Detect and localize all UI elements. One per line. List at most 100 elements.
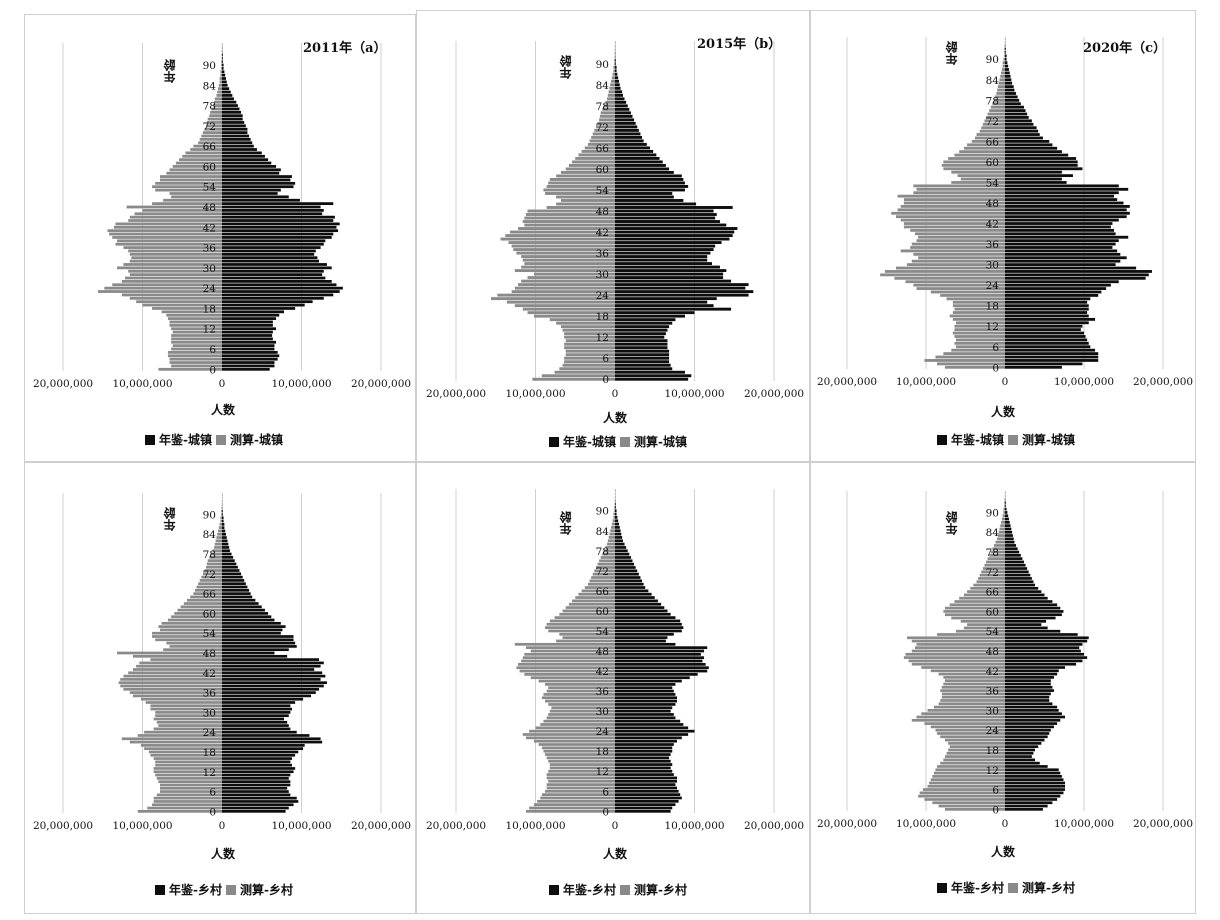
age-tick-label: 48 bbox=[986, 646, 999, 658]
bar-estimate bbox=[167, 618, 222, 622]
bar-yearbook bbox=[1005, 745, 1039, 749]
bar-estimate bbox=[911, 662, 1005, 666]
bar-estimate bbox=[219, 80, 222, 84]
bar-yearbook bbox=[222, 579, 245, 582]
x-tick-label: 10,000,000 bbox=[1054, 818, 1114, 830]
bar-estimate bbox=[927, 709, 1005, 712]
bar-yearbook bbox=[615, 114, 633, 118]
bar-yearbook bbox=[222, 307, 296, 310]
bar-estimate bbox=[155, 638, 222, 642]
bar-yearbook bbox=[615, 206, 733, 209]
bar-yearbook bbox=[222, 107, 240, 111]
bar-estimate bbox=[109, 232, 222, 236]
bar-estimate bbox=[932, 801, 1005, 805]
bar-yearbook bbox=[222, 714, 289, 718]
age-tick-label: 84 bbox=[203, 529, 217, 541]
y-axis-label: 年龄 bbox=[559, 511, 573, 535]
bar-yearbook bbox=[222, 621, 281, 625]
legend: 年鉴-城镇 测算-城镇 bbox=[145, 431, 283, 448]
bar-estimate bbox=[152, 185, 222, 189]
bar-estimate bbox=[941, 692, 1005, 696]
chart-svg: 0 6 12 18 24 30 36 42 48 54 60 66 72 78 84 90 20,000,000… bbox=[426, 41, 804, 400]
bar-estimate bbox=[125, 276, 222, 280]
bar-estimate bbox=[521, 279, 615, 283]
bar-estimate bbox=[603, 549, 615, 553]
bar-estimate bbox=[545, 192, 615, 195]
bar-yearbook bbox=[1005, 174, 1073, 178]
bar-estimate bbox=[537, 799, 615, 803]
bar-estimate bbox=[924, 798, 1005, 801]
bar-yearbook bbox=[615, 769, 673, 773]
bar-yearbook bbox=[615, 576, 641, 579]
bar-estimate bbox=[614, 58, 615, 62]
bar-estimate bbox=[175, 161, 222, 165]
bar-yearbook bbox=[1005, 194, 1115, 198]
bar-estimate bbox=[505, 234, 615, 237]
bar-yearbook bbox=[1005, 639, 1088, 643]
age-tick-label: 90 bbox=[203, 509, 216, 521]
bar-yearbook bbox=[1005, 646, 1080, 650]
bar-yearbook bbox=[1005, 685, 1053, 689]
bar-yearbook bbox=[1005, 157, 1077, 160]
bar-yearbook bbox=[615, 367, 673, 371]
age-tick-label: 6 bbox=[992, 785, 999, 797]
chart-panel-2011-urban: 0 6 12 18 24 30 36 42 48 54 60 66 72 78 84 90 20,000,000… bbox=[24, 14, 416, 462]
bar-yearbook bbox=[1005, 537, 1014, 541]
bar-estimate bbox=[600, 556, 615, 559]
bar-yearbook bbox=[1005, 699, 1050, 702]
legend: 年鉴-乡村 测算-乡村 bbox=[155, 881, 293, 898]
bar-yearbook bbox=[1005, 682, 1051, 686]
bar-yearbook bbox=[222, 569, 240, 572]
bar-yearbook bbox=[222, 198, 300, 202]
bar-yearbook bbox=[1005, 92, 1017, 95]
bar-yearbook bbox=[615, 699, 678, 703]
bar-estimate bbox=[905, 652, 1005, 656]
bar-estimate bbox=[129, 259, 222, 263]
bar-estimate bbox=[112, 236, 222, 239]
y-axis-label: 年龄 bbox=[163, 59, 177, 83]
bar-estimate bbox=[218, 529, 222, 533]
bar-estimate bbox=[951, 348, 1005, 352]
bar-yearbook bbox=[222, 195, 289, 199]
bar-yearbook bbox=[1005, 643, 1083, 646]
bar-yearbook bbox=[615, 304, 714, 308]
bar-estimate bbox=[954, 153, 1005, 157]
bar-estimate bbox=[199, 137, 222, 141]
bar-yearbook bbox=[222, 131, 248, 134]
bar-estimate bbox=[979, 129, 1005, 133]
bar-estimate bbox=[159, 178, 222, 182]
bar-estimate bbox=[171, 195, 222, 199]
bar-yearbook bbox=[615, 809, 671, 813]
age-tick-label: 90 bbox=[203, 60, 216, 72]
bar-yearbook bbox=[222, 303, 305, 307]
age-tick-label: 84 bbox=[986, 527, 1000, 539]
bar-estimate bbox=[153, 767, 222, 770]
bar-yearbook bbox=[1005, 355, 1099, 359]
age-tick-label: 90 bbox=[596, 506, 609, 518]
bar-estimate bbox=[525, 646, 615, 650]
bar-estimate bbox=[177, 608, 222, 612]
bar-estimate bbox=[587, 582, 615, 586]
legend-swatch-estimate bbox=[1007, 882, 1018, 893]
bar-estimate bbox=[990, 550, 1005, 554]
bar-estimate bbox=[916, 643, 1005, 646]
bar-estimate bbox=[954, 328, 1005, 332]
bar-yearbook bbox=[615, 297, 717, 301]
bar-yearbook bbox=[222, 185, 294, 189]
bar-estimate bbox=[527, 209, 615, 213]
bar-yearbook bbox=[1005, 768, 1059, 772]
bar-yearbook bbox=[1005, 287, 1107, 290]
bar-yearbook bbox=[222, 625, 286, 628]
bar-yearbook bbox=[1005, 573, 1031, 577]
bar-yearbook bbox=[222, 641, 296, 645]
bar-yearbook bbox=[615, 622, 682, 626]
bar-estimate bbox=[543, 693, 615, 696]
bar-estimate bbox=[546, 786, 615, 790]
bar-estimate bbox=[198, 582, 222, 586]
age-tick-label: 30 bbox=[986, 260, 999, 272]
bar-estimate bbox=[510, 230, 615, 234]
bar-estimate bbox=[128, 269, 222, 273]
bar-estimate bbox=[185, 151, 222, 155]
bar-yearbook bbox=[222, 549, 230, 553]
bar-yearbook bbox=[615, 342, 668, 346]
